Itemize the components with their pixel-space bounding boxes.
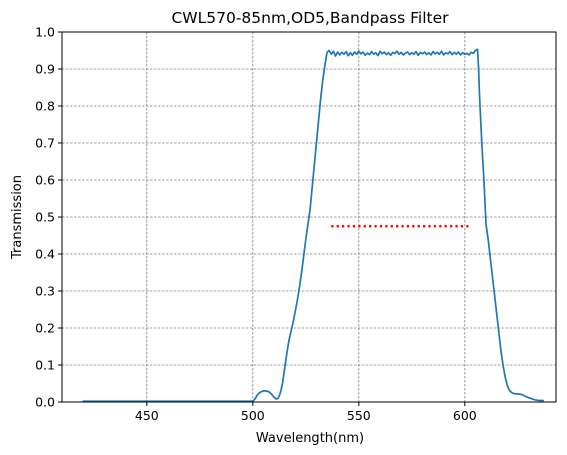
x-axis-label: Wavelength(nm) (256, 431, 364, 446)
y-tick-label: 0.3 (35, 284, 55, 299)
y-tick-label: 0.7 (35, 136, 55, 151)
y-tick-label: 0.1 (35, 358, 55, 373)
x-tick-label: 550 (347, 408, 371, 423)
x-tick-label: 450 (135, 408, 159, 423)
transmission-curve (82, 48, 545, 403)
y-tick-label: 0.6 (35, 173, 55, 188)
x-tick-label: 600 (453, 408, 477, 423)
y-tick-label: 0.5 (35, 210, 55, 225)
y-tick-label: 1.0 (35, 25, 55, 40)
x-tick-label: 500 (241, 408, 265, 423)
chart-title: CWL570-85nm,OD5,Bandpass Filter (171, 9, 449, 27)
y-tick-label: 0.2 (35, 321, 55, 336)
y-tick-label: 0.0 (35, 395, 55, 410)
y-tick-label: 0.4 (35, 247, 55, 262)
y-axis-label: Transmission (10, 175, 25, 260)
series (82, 48, 545, 403)
ticks: 450 500 550 600 0.0 0.1 0.2 0.3 0.4 0.5 0.6 0.7 0.8 0… (35, 25, 477, 424)
y-tick-label: 0.9 (35, 62, 55, 77)
y-tick-label: 0.8 (35, 99, 55, 114)
plot-frame (61, 31, 557, 403)
